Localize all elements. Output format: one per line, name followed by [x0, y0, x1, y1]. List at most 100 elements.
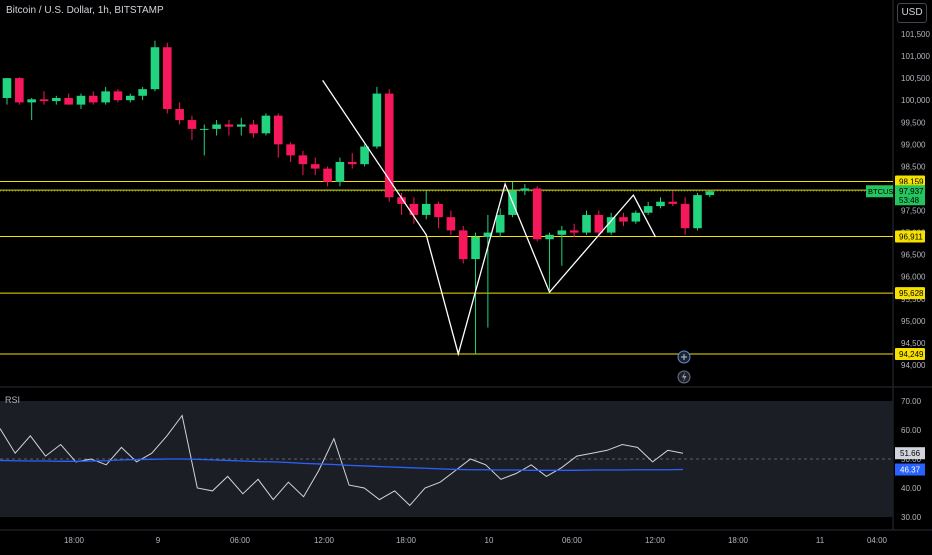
- rsi-label: RSI: [5, 395, 21, 405]
- candle-body[interactable]: [569, 230, 579, 233]
- candle-body[interactable]: [347, 161, 357, 165]
- candle-body[interactable]: [520, 188, 530, 191]
- rsi-tick-label: 40.00: [901, 484, 922, 493]
- candle-body[interactable]: [643, 206, 653, 213]
- rsi-line[interactable]: [0, 414, 684, 507]
- candle-body[interactable]: [298, 155, 308, 165]
- candle-body[interactable]: [113, 91, 123, 101]
- pattern-drawing[interactable]: [322, 79, 657, 357]
- candle-body[interactable]: [126, 95, 135, 101]
- candle-body[interactable]: [693, 195, 702, 229]
- price-tick-label: 100,000: [901, 96, 930, 105]
- candle-body[interactable]: [397, 197, 406, 204]
- price-tick-label: 95,000: [901, 317, 926, 326]
- time-tick-label: 18:00: [396, 536, 417, 545]
- candle-body[interactable]: [471, 237, 480, 260]
- candle-body[interactable]: [360, 146, 369, 165]
- candle-body[interactable]: [446, 217, 456, 231]
- price-tick-label: 101,500: [901, 30, 930, 39]
- candle-body[interactable]: [483, 232, 493, 238]
- candle-body[interactable]: [249, 124, 258, 134]
- candle-body[interactable]: [27, 99, 36, 103]
- level-price-badge: [895, 230, 925, 243]
- candle-body[interactable]: [39, 99, 49, 102]
- symbol-badge: [866, 185, 893, 198]
- time-tick-label: 11: [816, 536, 825, 545]
- candle-body[interactable]: [680, 203, 690, 229]
- candle-body[interactable]: [2, 78, 12, 98]
- candle-body[interactable]: [162, 47, 172, 110]
- time-tick-label: 9: [156, 536, 161, 545]
- candle-body[interactable]: [101, 91, 110, 103]
- price-tick-label: 100,500: [901, 74, 930, 83]
- time-tick-label: 18:00: [728, 536, 749, 545]
- candle-body[interactable]: [150, 47, 160, 90]
- candle-body[interactable]: [138, 89, 147, 96]
- candle-body[interactable]: [594, 214, 604, 233]
- candle-body[interactable]: [261, 115, 271, 134]
- level-price-label: 96,911: [899, 233, 923, 242]
- candle-body[interactable]: [656, 201, 665, 207]
- price-tick-label: 98,500: [901, 162, 926, 171]
- candle-body[interactable]: [310, 164, 320, 169]
- rsi-ma-label: 46.37: [900, 466, 921, 475]
- candle-body[interactable]: [619, 217, 628, 222]
- level-price-badge: [895, 348, 925, 361]
- current-price-label: 97,937: [899, 187, 924, 196]
- price-tick-label: 97,500: [901, 207, 926, 216]
- time-tick-label: 12:00: [314, 536, 335, 545]
- price-tick-label: 96,000: [901, 273, 926, 282]
- rsi-value-label: 51.66: [900, 449, 921, 458]
- price-tick-label: 95,500: [901, 295, 926, 304]
- candle-body[interactable]: [545, 234, 554, 240]
- price-tick-label: 101,000: [901, 52, 930, 61]
- time-tick-label: 06:00: [562, 536, 583, 545]
- candle-body[interactable]: [236, 124, 246, 127]
- candle-body[interactable]: [384, 93, 394, 198]
- candle-body[interactable]: [557, 230, 567, 235]
- candle-body[interactable]: [199, 128, 209, 130]
- countdown-label: 53:48: [899, 196, 920, 205]
- level-price-badge: [895, 287, 925, 300]
- candle-body[interactable]: [335, 161, 345, 182]
- currency-button[interactable]: USD: [897, 3, 927, 23]
- candle-body[interactable]: [495, 214, 505, 233]
- symbol-label: BTCUSD: [868, 187, 899, 196]
- candle-body[interactable]: [705, 191, 715, 196]
- candle-body[interactable]: [532, 188, 542, 240]
- candle-body[interactable]: [64, 97, 73, 105]
- candle-body[interactable]: [52, 97, 61, 102]
- candle-body[interactable]: [421, 203, 431, 215]
- level-price-label: 94,249: [899, 350, 924, 359]
- rsi-ma-line[interactable]: [0, 458, 684, 471]
- rsi-tick-label: 70.00: [901, 397, 922, 406]
- candle-body[interactable]: [175, 109, 184, 121]
- rsi-value-badge: [895, 447, 925, 460]
- time-tick-label: 10: [485, 536, 494, 545]
- candle-body[interactable]: [458, 230, 468, 260]
- lightning-icon[interactable]: [677, 370, 691, 384]
- candle-body[interactable]: [273, 115, 283, 145]
- candle-body[interactable]: [89, 95, 98, 103]
- candle-body[interactable]: [372, 93, 382, 147]
- price-tick-label: 94,500: [901, 339, 926, 348]
- candle-body[interactable]: [631, 212, 641, 222]
- candle-body[interactable]: [582, 214, 591, 233]
- candle-body[interactable]: [76, 95, 86, 105]
- candle-body[interactable]: [668, 201, 678, 204]
- candle-body[interactable]: [323, 168, 332, 182]
- candle-body[interactable]: [606, 217, 616, 233]
- add-alert-icon[interactable]: [677, 350, 691, 364]
- candle-body[interactable]: [187, 120, 197, 129]
- candle-body[interactable]: [409, 203, 419, 215]
- price-tick-label: 94,000: [901, 361, 926, 370]
- candle-body[interactable]: [224, 124, 234, 127]
- candle-body[interactable]: [286, 144, 295, 156]
- time-tick-label: 06:00: [230, 536, 251, 545]
- level-price-label: 98,159: [899, 177, 924, 186]
- candle-body[interactable]: [15, 78, 24, 103]
- candle-body[interactable]: [212, 124, 221, 129]
- rsi-ma-badge: [895, 463, 925, 476]
- candle-body[interactable]: [434, 203, 443, 218]
